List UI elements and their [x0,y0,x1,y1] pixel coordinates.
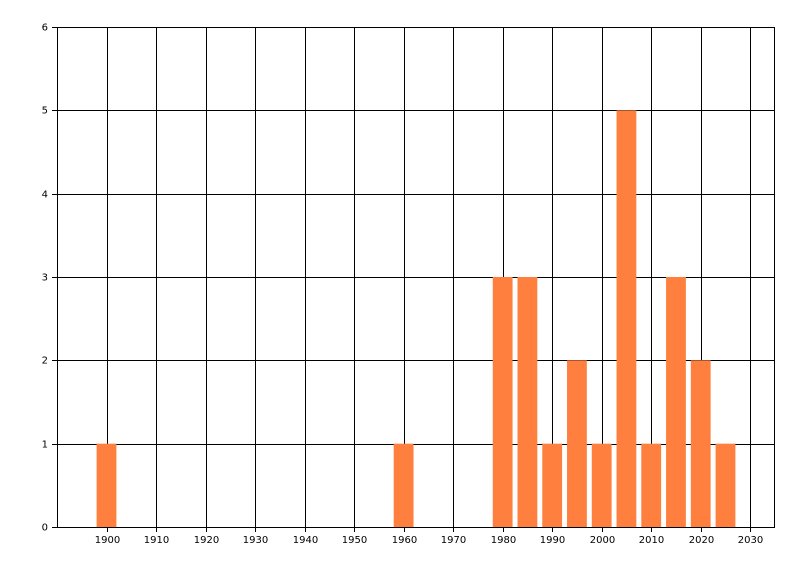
bar [517,277,538,527]
x-tick-label: 1950 [342,535,367,546]
y-tick-label: 5 [42,106,48,117]
y-tick-label: 1 [42,440,48,451]
x-tick-label: 2030 [738,535,763,546]
bar [715,443,736,527]
x-tick-label: 2010 [639,535,664,546]
x-tick-label: 2020 [689,535,714,546]
x-tick-label: 1980 [491,535,516,546]
y-tick-label: 0 [42,523,48,534]
bar [393,443,414,527]
bar [616,110,637,527]
bar [492,277,513,527]
plot-border [57,27,775,528]
bar [591,443,612,527]
bar [690,360,711,527]
bar [96,443,117,527]
x-tick-label: 1910 [144,535,169,546]
x-tick-label: 1920 [194,535,219,546]
x-tick-label: 1970 [441,535,466,546]
x-tick-label: 2000 [590,535,615,546]
bar [542,443,563,527]
x-tick-label: 1940 [293,535,318,546]
x-tick-label: 1900 [95,535,120,546]
bar [666,277,686,527]
bar [567,360,587,527]
y-tick-label: 2 [42,356,48,367]
y-tick-label: 6 [42,23,48,34]
x-tick-label: 1960 [392,535,417,546]
y-tick-label: 4 [42,190,48,201]
x-tick-label: 1930 [243,535,268,546]
x-tick-label: 1990 [540,535,565,546]
bar [641,443,662,527]
y-tick-label: 3 [42,273,48,284]
